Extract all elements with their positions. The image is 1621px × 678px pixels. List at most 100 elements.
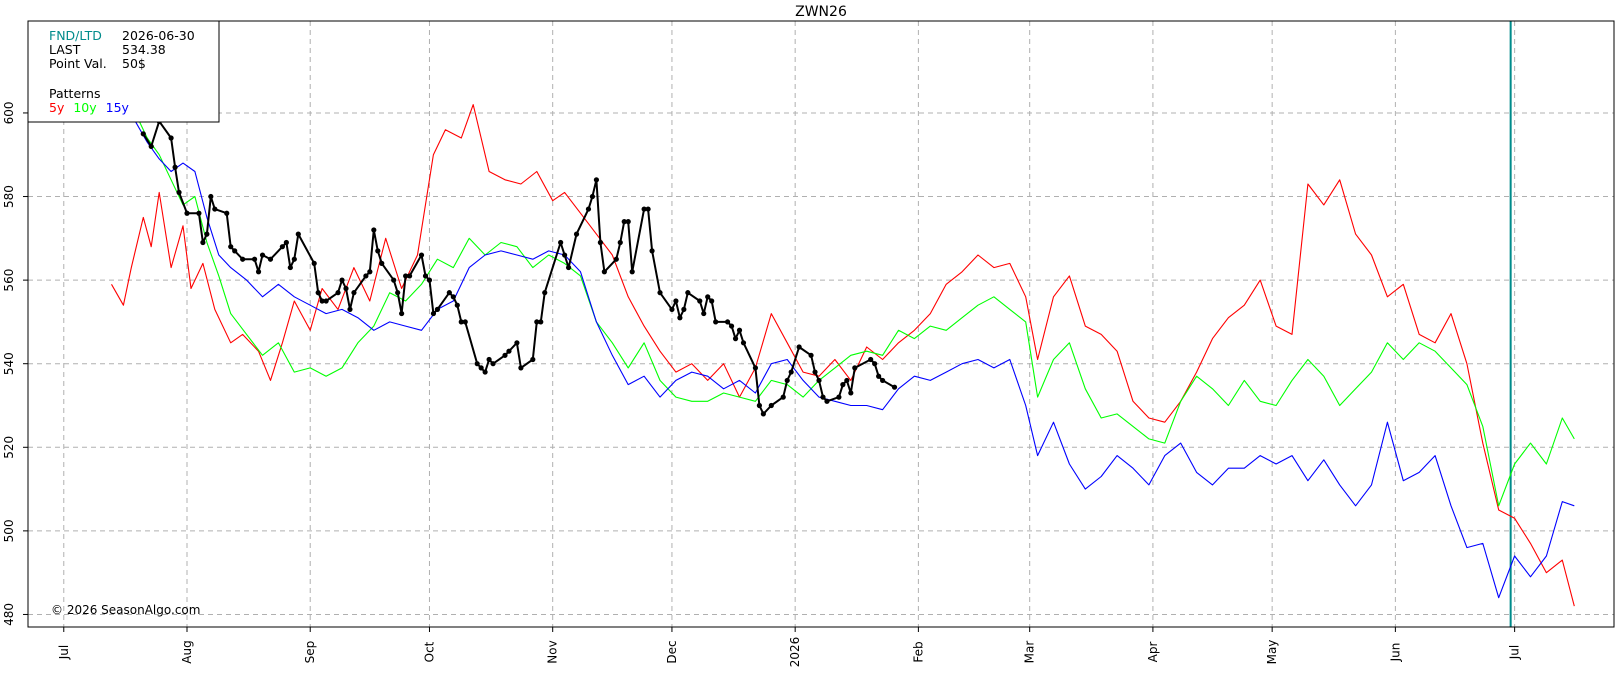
series-zwn26-point	[200, 239, 206, 246]
series-15y-line	[134, 121, 1575, 599]
series-zwn26-point	[768, 402, 774, 409]
series-zwn26-point	[140, 131, 146, 137]
series-zwn26-point	[705, 294, 711, 300]
series-zwn26-point	[685, 290, 691, 296]
series-zwn26-point	[868, 356, 874, 363]
series-zwn26-point	[395, 290, 401, 296]
fnd-value: 2026-06-30	[122, 28, 195, 43]
x-tick-label: Jul	[57, 645, 71, 660]
series-zwn26-point	[399, 310, 405, 317]
info-box-frame	[27, 20, 220, 123]
series-zwn26-point	[601, 269, 607, 275]
series-zwn26-point	[335, 290, 341, 296]
series-zwn26-point	[148, 143, 154, 149]
copyright-notice: © 2026 SeasonAlgo.com	[51, 603, 200, 617]
series-zwn26-point	[613, 256, 619, 262]
series-zwn26-point	[339, 277, 345, 283]
x-tick-label: Nov	[546, 640, 560, 663]
series-zwn26-point	[454, 302, 460, 308]
y-tick-label: 540	[2, 352, 16, 375]
series-zwn26-point	[756, 402, 762, 409]
series-zwn26-point	[673, 298, 679, 304]
series-zwn26-point	[208, 193, 214, 200]
series-zwn26-point	[876, 373, 882, 379]
chart-title: ZWN26	[795, 4, 847, 20]
series-5y-line	[111, 104, 1575, 607]
series-zwn26-point	[176, 189, 182, 195]
series-zwn26-point	[482, 369, 488, 375]
series-lines	[111, 104, 1575, 607]
series-zwn26-point	[391, 277, 397, 283]
series-zwn26-point	[872, 361, 878, 367]
series-zwn26-point	[426, 277, 433, 283]
legend-5y: 5y	[49, 100, 65, 115]
series-zwn26-point	[434, 306, 441, 312]
y-tick-label: 600	[2, 101, 16, 124]
series-zwn26-point	[752, 365, 759, 371]
y-axis: 480 500 520 540 560 580 600	[2, 101, 28, 626]
series-zwn26-point	[625, 219, 631, 225]
x-tick-label: Feb	[911, 641, 925, 662]
series-zwn26-point	[558, 239, 564, 246]
series-zwn26-point	[224, 210, 230, 216]
series-zwn26-point	[450, 294, 456, 300]
series-zwn26-point	[740, 340, 747, 346]
series-zwn26-point	[379, 260, 385, 266]
series-zwn26-point	[267, 256, 274, 262]
series-zwn26-point	[621, 219, 627, 225]
series-zwn26-point	[697, 298, 703, 304]
series-zwn26-point	[538, 319, 544, 325]
series-zwn26-point	[430, 310, 437, 317]
series-zwn26-point	[196, 210, 202, 216]
series-zwn26-point	[589, 193, 596, 200]
y-tick-label: 520	[2, 436, 16, 459]
series-zwn26-point	[315, 290, 321, 296]
series-zwn26-point	[562, 252, 568, 258]
series-zwn26-point	[204, 231, 210, 237]
plot-frame	[27, 20, 1615, 628]
legend-15y: 15y	[106, 100, 130, 115]
series-zwn26-point	[565, 264, 572, 271]
series-zwn26-point	[283, 239, 289, 246]
series-zwn26-point	[649, 248, 655, 254]
series-zwn26-point	[681, 306, 687, 312]
series-zwn26-point	[736, 327, 743, 333]
series-zwn26-point	[709, 298, 715, 304]
series-zwn26-point	[502, 352, 508, 358]
series-zwn26-point	[816, 377, 822, 384]
series-zwn26-point	[295, 231, 301, 237]
x-tick-label: Dec	[665, 640, 679, 663]
series-zwn26-point	[506, 348, 512, 354]
series-zwn26-point	[319, 298, 325, 304]
series-zwn26-point	[518, 365, 524, 371]
series-zwn26-point	[812, 369, 818, 375]
series-zwn26-point	[458, 319, 464, 325]
series-zwn26-point	[891, 384, 898, 390]
series-zwn26-point	[728, 323, 735, 329]
series-zwn26-point	[406, 273, 413, 279]
x-tick-label: May	[1265, 640, 1279, 665]
series-zwn26-point	[422, 273, 429, 279]
series-zwn26-point	[474, 361, 480, 367]
series-zwn26-point	[232, 248, 238, 254]
series-zwn26-point	[593, 177, 600, 183]
series-zwn26-point	[259, 252, 266, 258]
series-zwn26-point	[168, 135, 174, 141]
series-zwn26-point	[375, 248, 381, 254]
series-zwn26-point	[701, 310, 707, 317]
series-zwn26-point	[617, 239, 623, 246]
series-zwn26-point	[363, 273, 369, 279]
y-tick-label: 480	[2, 603, 16, 626]
x-tick-label: Oct	[422, 641, 436, 662]
series-zwn26-point	[732, 336, 739, 342]
series-zwn26-point	[351, 290, 357, 296]
pointval-label: Point Val.	[49, 56, 107, 71]
x-tick-label: Mar	[1023, 641, 1037, 664]
series-zwn26-point	[486, 356, 492, 363]
series-zwn26-point	[713, 319, 719, 325]
y-tick-label: 580	[2, 185, 16, 208]
series-zwn26-point	[880, 377, 886, 384]
info-box: FND/LTD 2026-06-30 LAST 534.38 Point Val…	[27, 20, 220, 123]
